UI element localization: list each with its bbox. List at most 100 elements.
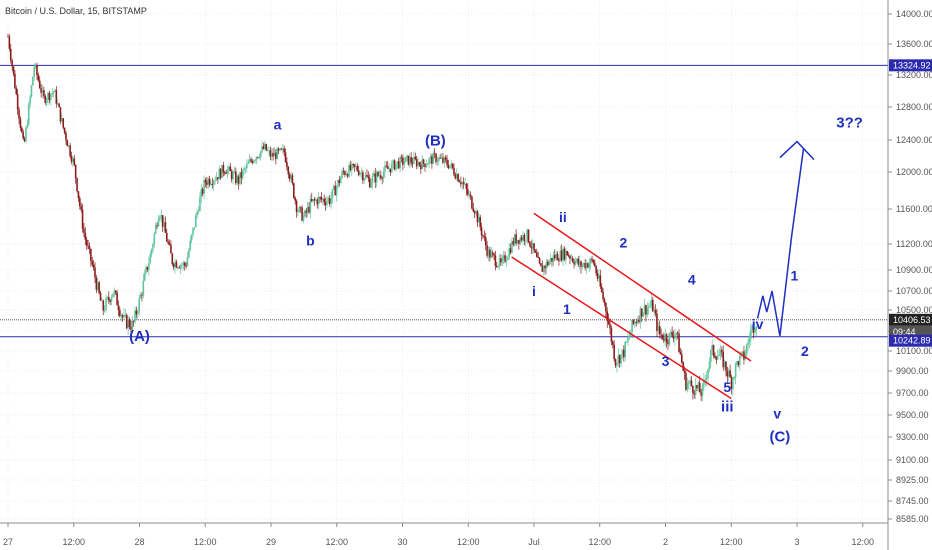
candle-body: [555, 253, 557, 259]
candle-body: [248, 159, 251, 163]
candle-body: [509, 248, 512, 253]
candle-body: [352, 163, 354, 165]
candle-body: [327, 198, 330, 201]
candle-body: [154, 225, 157, 234]
candle-body: [638, 320, 640, 323]
candle-body: [334, 185, 337, 196]
candle-body: [502, 255, 505, 259]
candle-body: [578, 261, 581, 265]
candle-body: [693, 392, 696, 395]
candle-body: [302, 216, 305, 221]
candle-body: [113, 290, 116, 294]
candle-body: [262, 146, 265, 149]
candle-body: [272, 152, 274, 157]
candle-body: [657, 326, 660, 331]
candle-body: [483, 236, 486, 238]
grid: [0, 0, 888, 523]
candle-body: [261, 146, 263, 152]
candle-body: [62, 118, 65, 128]
price-tag-label: 09:44: [893, 327, 916, 337]
candle-body: [738, 355, 741, 366]
candle-body: [479, 217, 482, 228]
candle-body: [563, 248, 566, 260]
horizontal-lines: [0, 64, 888, 338]
candle-body: [534, 250, 537, 253]
candle-body: [286, 161, 288, 168]
candle-body: [299, 207, 302, 208]
candle-body: [203, 180, 205, 194]
candle-body: [576, 258, 578, 262]
candle-body: [444, 157, 447, 160]
candle-body: [183, 262, 186, 266]
wave-label: 3: [662, 353, 670, 369]
candle-body: [320, 197, 323, 200]
candle-body: [493, 253, 495, 256]
channel-line-lower[interactable]: [511, 256, 732, 400]
candle-body: [43, 90, 45, 96]
candle-body: [364, 174, 367, 179]
candle-body: [96, 282, 99, 290]
candle-body: [623, 349, 625, 358]
candle-body: [393, 160, 396, 170]
candle-body: [513, 234, 516, 245]
candle-body: [222, 164, 225, 173]
candle-body: [125, 314, 128, 329]
candle-body: [402, 157, 404, 165]
candle-body: [228, 166, 230, 170]
candle-body: [236, 176, 239, 184]
candle-body: [165, 232, 168, 242]
candle-body: [136, 311, 139, 315]
candle-body: [440, 157, 443, 159]
candle-body: [631, 320, 633, 333]
candle-body: [12, 66, 15, 74]
candle-body: [235, 171, 237, 184]
candle-body: [319, 197, 321, 198]
candle-body: [632, 320, 635, 324]
candle-body: [199, 197, 201, 212]
candle-body: [148, 263, 150, 270]
candle-body: [23, 138, 26, 142]
candle-body: [178, 267, 181, 269]
candle-body: [239, 172, 241, 184]
projection-path[interactable]: [756, 147, 805, 337]
candle-body: [269, 150, 272, 157]
candle-body: [47, 92, 49, 100]
wave-label: iii: [721, 399, 734, 416]
candle-body: [425, 164, 428, 168]
candle-body: [721, 349, 723, 352]
candle-body: [188, 250, 190, 258]
candle-body: [192, 227, 194, 235]
candle-body: [490, 252, 493, 258]
candle-body: [200, 189, 203, 198]
candle-body: [692, 385, 694, 393]
candle-body: [718, 354, 720, 356]
candle-body: [27, 104, 30, 125]
candle-body: [186, 257, 189, 266]
candle-body: [355, 166, 357, 167]
candle-body: [681, 354, 683, 363]
candle-body: [246, 163, 248, 169]
candle-body: [351, 163, 353, 171]
time-axis[interactable]: 27 12:00 28 12:00 29 12:00 30 12:00 Jul 12:00 2 12:…: [3, 523, 874, 547]
candle-body: [410, 157, 412, 163]
candle-body: [153, 233, 156, 244]
candle-body: [544, 265, 546, 269]
candle-body: [241, 170, 244, 178]
candle-body: [500, 258, 502, 263]
candle-body: [301, 207, 303, 221]
channel-line-upper[interactable]: [533, 212, 752, 362]
price-tag-label: 10242.89: [893, 336, 931, 346]
candle-body: [252, 160, 255, 163]
candle-body: [668, 333, 671, 345]
price-tick-label: 10700.00: [896, 286, 932, 296]
trend-channel: [511, 212, 752, 400]
price-tag-label: 10406.53: [893, 315, 931, 325]
price-tick-label: 11600.00: [896, 204, 932, 214]
candle-body: [750, 329, 752, 339]
candle-body: [645, 305, 647, 315]
candle-body: [406, 155, 408, 158]
candle-body: [480, 227, 483, 236]
candle-body: [701, 385, 704, 396]
candle-body: [171, 253, 174, 265]
